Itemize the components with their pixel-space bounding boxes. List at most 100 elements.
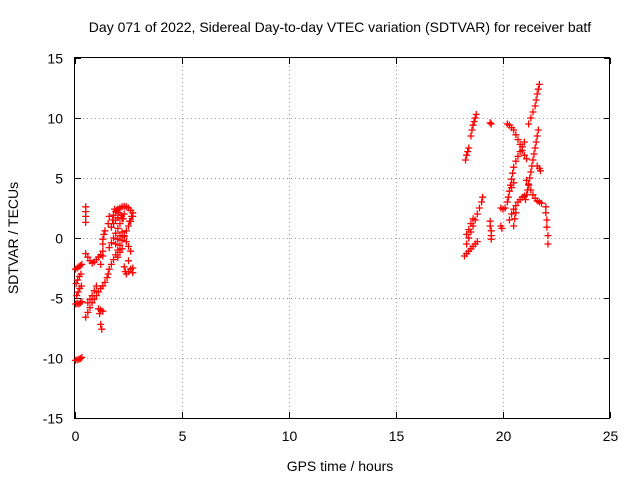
data-point <box>101 278 109 286</box>
data-point <box>118 245 126 253</box>
y-tick-label: 10 <box>47 111 63 127</box>
data-point <box>478 198 486 206</box>
data-point <box>534 126 542 134</box>
data-point <box>90 287 98 295</box>
data-point <box>125 222 132 230</box>
data-point <box>505 187 513 195</box>
data-point <box>112 240 120 248</box>
data-point <box>512 157 520 165</box>
data-point <box>105 265 113 273</box>
data-point <box>78 298 86 306</box>
data-point <box>508 210 516 218</box>
data-point <box>125 242 132 250</box>
y-tick-label: 15 <box>47 51 63 67</box>
data-point <box>510 179 518 187</box>
data-point <box>523 155 531 163</box>
data-point <box>514 152 522 160</box>
data-point <box>463 230 471 238</box>
data-point <box>99 252 107 260</box>
data-point <box>525 120 533 128</box>
data-point <box>114 224 122 232</box>
data-point <box>520 151 528 159</box>
data-point <box>508 184 516 192</box>
y-tick-label: -15 <box>43 411 63 427</box>
data-point <box>465 234 473 242</box>
data-point <box>129 209 137 217</box>
data-point <box>99 235 107 243</box>
y-tick-label: 0 <box>55 231 63 247</box>
data-point <box>96 310 104 318</box>
data-point <box>503 198 511 206</box>
data-point <box>119 215 127 223</box>
data-point <box>530 150 538 158</box>
data-point <box>510 205 518 213</box>
data-point <box>105 244 113 252</box>
data-point <box>116 220 124 228</box>
y-tick-label: 5 <box>55 171 63 187</box>
data-point <box>510 126 518 134</box>
data-point <box>467 220 475 228</box>
x-axis-label: GPS time / hours <box>287 458 394 474</box>
data-point <box>486 119 494 127</box>
data-point <box>110 234 118 242</box>
data-point <box>544 232 552 240</box>
data-point <box>527 168 535 176</box>
data-point <box>536 167 544 175</box>
data-point <box>82 212 90 220</box>
data-point <box>511 215 519 223</box>
data-point <box>122 227 130 235</box>
data-point <box>487 235 495 243</box>
data-point <box>472 110 480 118</box>
data-point <box>107 260 115 268</box>
data-point <box>529 108 537 116</box>
data-point <box>120 210 128 218</box>
data-point <box>538 199 546 207</box>
data-point <box>125 257 132 265</box>
data-point <box>501 204 509 212</box>
data-point <box>129 269 137 277</box>
data-point <box>122 238 130 246</box>
data-point <box>487 120 495 128</box>
data-point <box>521 196 529 204</box>
data-point <box>462 156 470 164</box>
data-point <box>114 235 122 243</box>
data-point <box>114 253 122 261</box>
data-point <box>470 118 478 126</box>
data-point <box>529 156 537 164</box>
data-point <box>525 181 533 189</box>
data-point <box>73 292 81 300</box>
data-point <box>533 132 541 140</box>
data-point <box>512 202 520 210</box>
data-point <box>86 304 94 312</box>
data-point <box>544 240 552 248</box>
data-point <box>469 121 477 129</box>
data-point <box>516 140 524 148</box>
data-point <box>532 138 540 146</box>
data-point <box>98 325 106 333</box>
data-point <box>76 355 84 363</box>
data-point <box>464 148 472 156</box>
x-tick-label: 15 <box>389 428 405 444</box>
data-point <box>114 214 122 222</box>
data-point <box>523 191 531 199</box>
data-point <box>82 313 90 321</box>
data-point <box>463 240 471 248</box>
data-point <box>77 282 85 290</box>
data-point <box>467 132 475 140</box>
data-point <box>72 280 80 288</box>
data-point <box>543 223 551 231</box>
x-tick-label: 0 <box>72 428 80 444</box>
data-point <box>84 299 92 307</box>
data-point <box>82 250 90 258</box>
data-point <box>118 228 126 236</box>
data-point <box>520 138 528 146</box>
data-point <box>508 175 516 183</box>
chart-title: Day 071 of 2022, Sidereal Day-to-day VTE… <box>89 19 592 35</box>
data-point <box>92 282 100 290</box>
data-point <box>498 224 506 232</box>
x-tick-label: 20 <box>496 428 512 444</box>
data-point <box>471 114 479 122</box>
x-tick-label: 25 <box>603 428 619 444</box>
